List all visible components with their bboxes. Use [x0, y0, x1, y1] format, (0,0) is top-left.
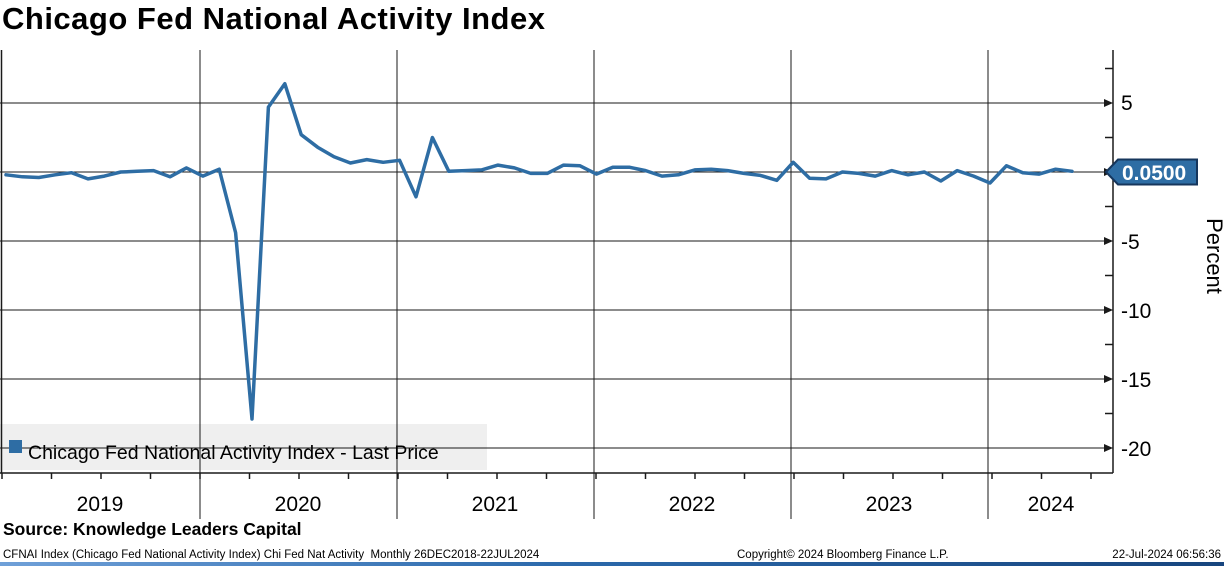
x-tick-label: 2024: [1028, 493, 1075, 516]
axis-arrow-icon: [1104, 99, 1113, 107]
footnote-copyright: Copyright© 2024 Bloomberg Finance L.P.: [737, 549, 949, 561]
y-axis-title: Percent: [1202, 218, 1224, 294]
axis-arrow-icon: [1104, 375, 1113, 383]
grid-and-axes: [0, 50, 1114, 519]
legend-label: Chicago Fed National Activity Index - La…: [28, 442, 439, 464]
x-tick-label: 2022: [669, 493, 716, 516]
y-tick-label: -10: [1121, 300, 1151, 323]
y-tick-label: -5: [1121, 231, 1140, 254]
last-price-value: 0.0500: [1122, 162, 1186, 185]
source-line: Source: Knowledge Leaders Capital: [3, 519, 302, 539]
series-line: [4, 81, 1074, 421]
legend-background: [0, 424, 487, 470]
chart-title: Chicago Fed National Activity Index: [2, 1, 546, 36]
last-price-tag: [1104, 158, 1198, 186]
legend-marker-icon: [9, 440, 22, 453]
x-tick-label: 2023: [866, 493, 913, 516]
x-tick-label: 2020: [275, 493, 322, 516]
footnote-timestamp: 22-Jul-2024 06:56:36: [1112, 549, 1221, 561]
y-tick-label: -15: [1121, 369, 1151, 392]
axis-arrow-icon: [1104, 237, 1113, 245]
x-tick-label: 2021: [472, 493, 519, 516]
y-tick-label: 5: [1121, 92, 1133, 115]
x-tick-label: 2019: [77, 493, 124, 516]
bottom-scrollbar[interactable]: [0, 562, 1224, 566]
y-tick-label: -20: [1121, 438, 1151, 461]
axis-arrow-icon: [1104, 444, 1113, 452]
axis-arrow-icon: [1104, 306, 1113, 314]
footnote-security-info: CFNAI Index (Chicago Fed National Activi…: [3, 549, 540, 561]
